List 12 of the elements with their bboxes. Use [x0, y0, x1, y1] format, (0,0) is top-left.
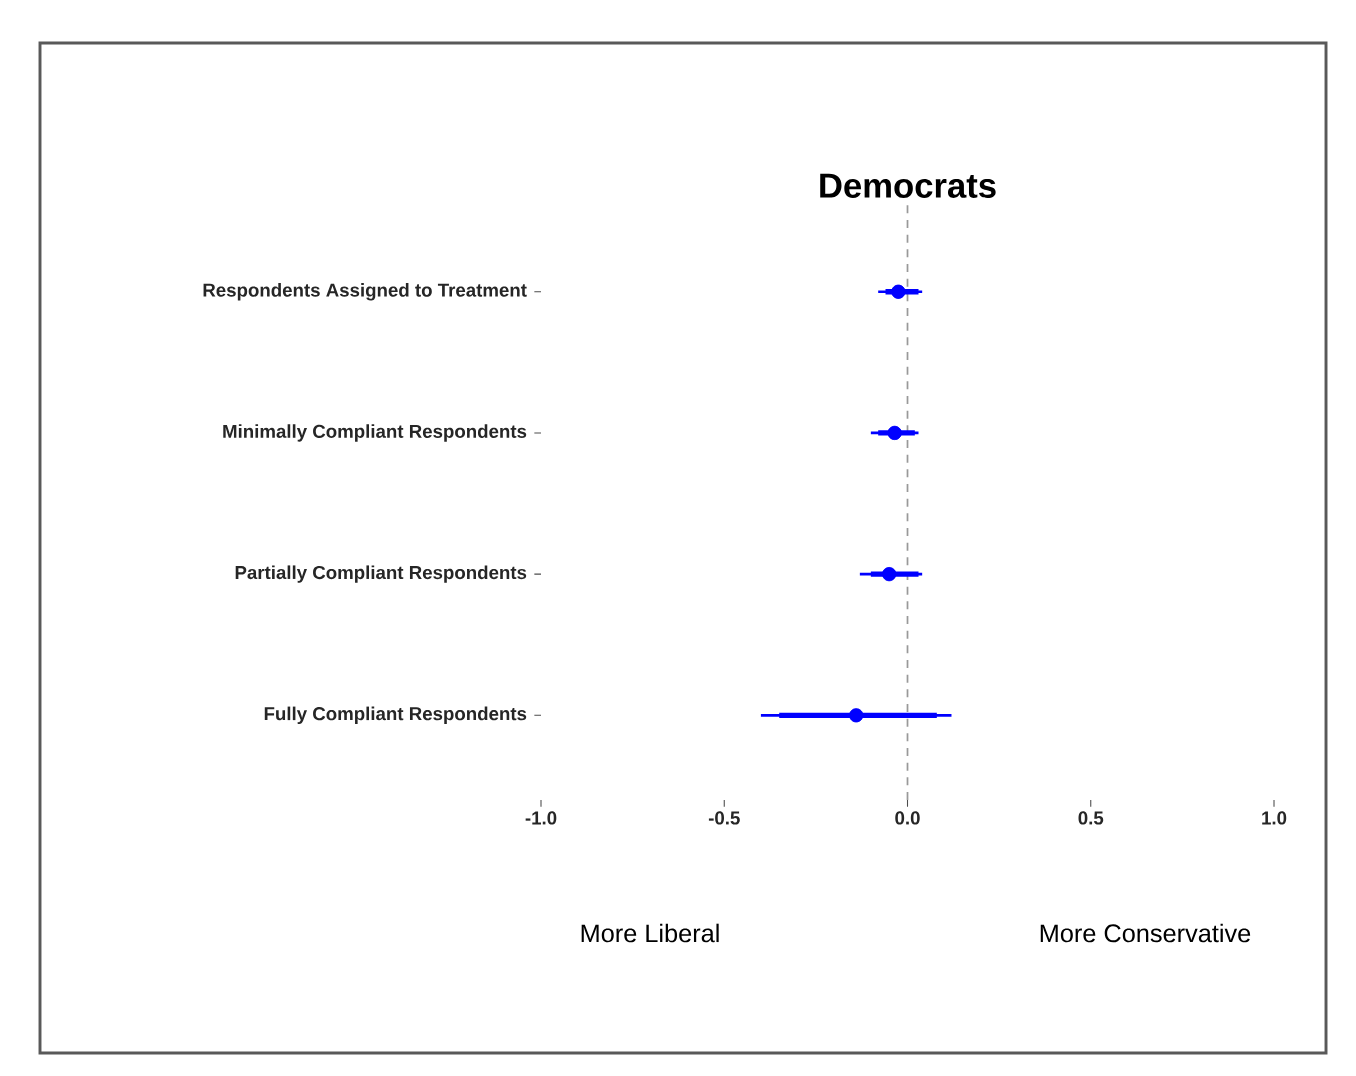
x-tick-label: 0.0 [895, 811, 920, 825]
y-tick-label: Partially Compliant Respondents [235, 565, 527, 583]
text: More Conservative [1040, 923, 1251, 943]
y-tick-label: Minimally Compliant Respondents [223, 424, 527, 442]
text: More Liberal [581, 923, 719, 943]
y-tick-label: Fully Compliant Respondents [264, 706, 527, 724]
x-tick-label: -1.0 [525, 811, 557, 825]
y-tick-label: Respondents Assigned to Treatment [203, 283, 527, 301]
x-tick-label: -0.5 [708, 811, 740, 825]
chart-title: Democrats [820, 173, 996, 198]
x-tick-label: 1.0 [1262, 811, 1287, 825]
x-tick-label: 0.5 [1078, 811, 1104, 825]
